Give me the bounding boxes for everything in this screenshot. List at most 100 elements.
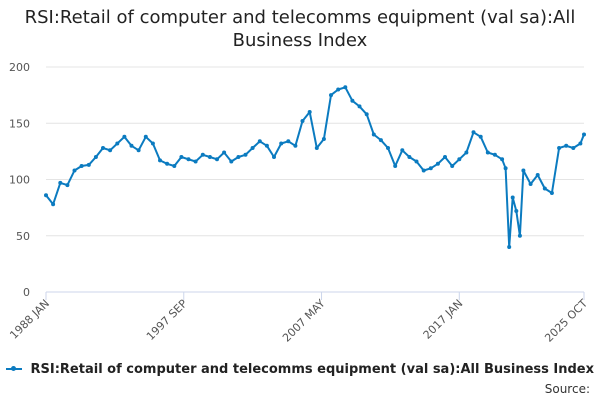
y-tick-label: 150 <box>9 117 30 130</box>
data-point[interactable] <box>307 110 312 114</box>
data-point[interactable] <box>200 152 205 157</box>
data-point[interactable] <box>58 180 63 185</box>
data-point[interactable] <box>378 138 383 143</box>
data-point[interactable] <box>243 152 248 157</box>
gridlines <box>46 66 584 237</box>
data-point[interactable] <box>371 132 376 137</box>
data-point[interactable] <box>236 155 241 159</box>
x-tick-label: 1988 JAN <box>7 297 52 342</box>
data-point[interactable] <box>364 112 369 117</box>
data-point[interactable] <box>500 157 505 162</box>
data-point[interactable] <box>150 141 155 146</box>
data-point[interactable] <box>343 85 348 90</box>
data-point[interactable] <box>492 152 497 157</box>
data-point[interactable] <box>400 148 405 153</box>
data-point[interactable] <box>528 182 533 186</box>
data-point[interactable] <box>564 143 569 148</box>
data-point[interactable] <box>44 193 48 198</box>
data-point[interactable] <box>507 245 512 249</box>
legend-marker-icon <box>5 365 22 371</box>
data-point[interactable] <box>578 141 583 146</box>
data-point[interactable] <box>122 134 127 139</box>
data-point[interactable] <box>336 87 341 92</box>
data-point[interactable] <box>279 141 284 146</box>
data-point[interactable] <box>450 164 455 168</box>
data-point[interactable] <box>503 166 508 171</box>
data-point[interactable] <box>86 162 91 167</box>
y-tick-label: 0 <box>23 286 30 299</box>
data-point[interactable] <box>158 158 162 163</box>
data-point[interactable] <box>79 164 84 168</box>
data-point[interactable] <box>517 233 522 238</box>
data-point[interactable] <box>257 139 262 144</box>
data-point[interactable] <box>386 146 390 150</box>
source-label: Source: <box>544 382 590 396</box>
data-point[interactable] <box>101 146 105 150</box>
data-point[interactable] <box>535 173 540 177</box>
data-point[interactable] <box>549 191 554 195</box>
data-point[interactable] <box>329 93 333 98</box>
x-tick-label: 2017 JAN <box>421 297 466 342</box>
data-point[interactable] <box>464 150 469 155</box>
data-point[interactable] <box>115 141 120 146</box>
x-axis: 1988 JAN 1997 SEP 2007 MAY 2017 JAN 2025 OCT <box>7 291 590 345</box>
data-point[interactable] <box>51 202 56 207</box>
data-point[interactable] <box>582 132 586 137</box>
data-point[interactable] <box>286 139 291 144</box>
data-point[interactable] <box>428 166 433 171</box>
data-point[interactable] <box>478 134 483 139</box>
data-point[interactable] <box>215 157 219 162</box>
data-point[interactable] <box>165 161 170 166</box>
data-point[interactable] <box>143 134 148 139</box>
data-point[interactable] <box>571 146 576 150</box>
data-point[interactable] <box>108 148 113 153</box>
data-point[interactable] <box>350 98 355 103</box>
data-point[interactable] <box>222 150 227 155</box>
y-tick-label: 200 <box>9 61 30 74</box>
x-tick-label: 2007 MAY <box>280 297 328 345</box>
data-point[interactable] <box>457 157 462 162</box>
data-point[interactable] <box>300 119 305 123</box>
data-point[interactable] <box>179 155 184 159</box>
data-point[interactable] <box>407 155 412 159</box>
x-tick-label: 2025 OCT <box>542 297 590 345</box>
data-point[interactable] <box>357 104 362 109</box>
data-point[interactable] <box>65 183 70 188</box>
y-axis-ticks: 0 50 100 150 200 <box>9 61 30 299</box>
data-point[interactable] <box>72 168 77 173</box>
data-point[interactable] <box>321 137 326 141</box>
data-point[interactable] <box>471 130 476 135</box>
data-point[interactable] <box>264 143 269 148</box>
data-point[interactable] <box>229 159 234 164</box>
data-point[interactable] <box>136 148 141 153</box>
legend-label: RSI:Retail of computer and telecomms equ… <box>30 362 595 377</box>
data-point[interactable] <box>272 155 276 159</box>
data-point[interactable] <box>421 168 426 173</box>
legend[interactable]: RSI:Retail of computer and telecomms equ… <box>0 362 600 377</box>
chart-title: RSI:Retail of computer and telecomms equ… <box>24 7 576 51</box>
data-point[interactable] <box>314 146 319 150</box>
data-point[interactable] <box>514 209 519 213</box>
data-point[interactable] <box>443 155 447 159</box>
data-point[interactable] <box>93 155 98 159</box>
data-point[interactable] <box>521 168 526 173</box>
data-point[interactable] <box>510 195 515 200</box>
data-point[interactable] <box>542 186 547 191</box>
data-point[interactable] <box>129 143 134 148</box>
series-line <box>45 86 585 248</box>
y-tick-label: 100 <box>9 174 30 187</box>
data-point[interactable] <box>485 150 490 155</box>
data-point[interactable] <box>557 146 562 150</box>
data-point[interactable] <box>172 164 177 168</box>
x-tick-label: 1997 SEP <box>144 297 190 343</box>
data-point[interactable] <box>207 155 212 159</box>
data-point[interactable] <box>435 161 440 166</box>
data-point[interactable] <box>193 159 198 164</box>
data-point[interactable] <box>414 159 419 164</box>
data-point[interactable] <box>186 157 191 162</box>
series-points <box>44 85 586 249</box>
data-point[interactable] <box>250 146 255 150</box>
data-point[interactable] <box>293 143 298 148</box>
data-point[interactable] <box>393 164 398 168</box>
